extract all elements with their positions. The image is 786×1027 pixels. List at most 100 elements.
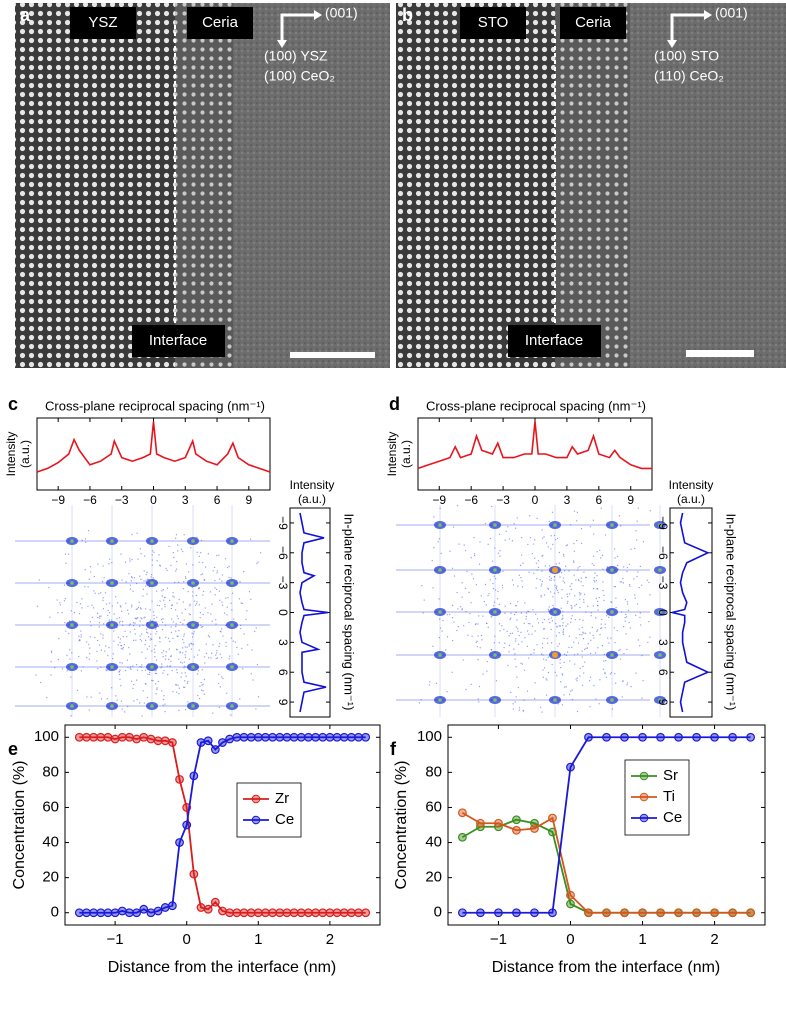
fft-speckle — [214, 579, 216, 582]
y-tick-label: 3 — [656, 639, 670, 646]
fft-speckle — [634, 594, 636, 596]
fft-speckle — [243, 570, 245, 573]
fft-speckle — [205, 643, 207, 645]
fft-speckle — [540, 585, 542, 587]
data-point — [728, 908, 737, 918]
data-point — [304, 908, 313, 918]
fft-speckle — [230, 602, 232, 604]
plot-frame — [447, 724, 766, 926]
fft-speckle — [445, 649, 447, 651]
fft-speckle — [475, 584, 477, 586]
data-point — [239, 908, 249, 918]
fft-speckle — [193, 656, 195, 658]
fft-speckle — [81, 607, 83, 609]
fft-speckle — [130, 580, 132, 582]
fft-speckle — [168, 658, 170, 660]
fft-speckle — [70, 715, 72, 717]
fft-spot-core — [191, 665, 195, 669]
fft-speckle — [225, 624, 227, 627]
panel-label: c — [8, 394, 18, 414]
data-point — [117, 906, 127, 916]
fft-speckle — [107, 654, 109, 657]
fft-speckle — [537, 560, 540, 562]
data-point — [139, 904, 149, 914]
orientation-label: (110) CeO₂ — [654, 68, 724, 84]
fft-speckle — [546, 679, 548, 681]
fft-speckle — [200, 552, 202, 554]
fft-speckle — [529, 515, 531, 517]
data-point — [268, 908, 278, 918]
fft-speckle — [517, 630, 519, 632]
fft-speckle — [151, 600, 153, 602]
x-axis-label: Intensity — [669, 478, 714, 492]
fft-spot-core — [110, 623, 114, 627]
fft-speckle — [150, 576, 152, 578]
fft-speckle — [225, 641, 227, 643]
fft-speckle — [514, 653, 516, 655]
fft-speckle — [211, 652, 213, 654]
fft-speckle — [508, 538, 511, 540]
fft-speckle — [541, 529, 543, 531]
fft-speckle — [176, 560, 178, 563]
fft-speckle — [176, 691, 178, 693]
fft-speckle — [134, 628, 136, 630]
data-point — [332, 732, 342, 742]
fft-speckle — [211, 620, 213, 622]
fft-spot-core — [493, 653, 497, 657]
fft-speckle — [219, 630, 221, 632]
fft-speckle — [552, 596, 554, 598]
fft-speckle — [98, 644, 101, 646]
data-line — [417, 421, 652, 470]
fft-speckle — [203, 693, 205, 695]
fft-speckle — [105, 645, 107, 647]
fft-speckle — [522, 710, 525, 712]
fft-speckle — [50, 650, 53, 652]
fft-speckle — [214, 587, 216, 589]
legend-marker — [251, 794, 261, 804]
y-tick-label: 60 — [42, 798, 59, 815]
fft-speckle — [468, 621, 470, 624]
fft-speckle — [88, 578, 90, 580]
x-tick-label: 2 — [326, 931, 334, 948]
fft-speckle — [562, 631, 564, 634]
fft-speckle — [92, 607, 95, 609]
fft-speckle — [496, 598, 499, 600]
fft-speckle — [184, 680, 186, 682]
fft-speckle — [145, 580, 147, 582]
fft-speckle — [103, 577, 105, 579]
fft-speckle — [558, 643, 561, 645]
fft-speckle — [89, 647, 91, 649]
fft-speckle — [420, 699, 422, 701]
fft-speckle — [90, 571, 92, 573]
data-point — [746, 908, 755, 918]
data-point — [89, 908, 99, 918]
fft-speckle — [524, 602, 526, 604]
fft-speckle — [185, 563, 188, 565]
fft-speckle — [439, 507, 441, 509]
fft-speckle — [608, 642, 610, 644]
fft-speckle — [512, 703, 514, 705]
data-point — [175, 774, 184, 784]
fft-speckle — [536, 517, 538, 520]
fft-speckle — [129, 631, 131, 633]
fft-speckle — [198, 649, 200, 651]
fft-spot-core — [191, 539, 195, 543]
fft-speckle — [91, 616, 94, 618]
region-label: YSZ — [88, 14, 117, 31]
fft-speckle — [558, 562, 561, 564]
fft-speckle — [579, 618, 581, 621]
x-tick-label: −6 — [83, 493, 97, 507]
fft-speckle — [111, 687, 113, 689]
fft-speckle — [145, 585, 147, 587]
fft-speckle — [453, 621, 455, 623]
data-point — [82, 908, 91, 918]
fft-speckle — [36, 605, 39, 607]
fft-speckle — [481, 639, 483, 641]
fft-speckle — [144, 644, 146, 646]
fft-spot-core — [191, 581, 195, 585]
fft-speckle — [597, 647, 599, 649]
fft-speckle — [115, 695, 117, 697]
fft-speckle — [180, 676, 182, 678]
fft-speckle — [576, 511, 578, 513]
fft-speckle — [602, 568, 604, 570]
